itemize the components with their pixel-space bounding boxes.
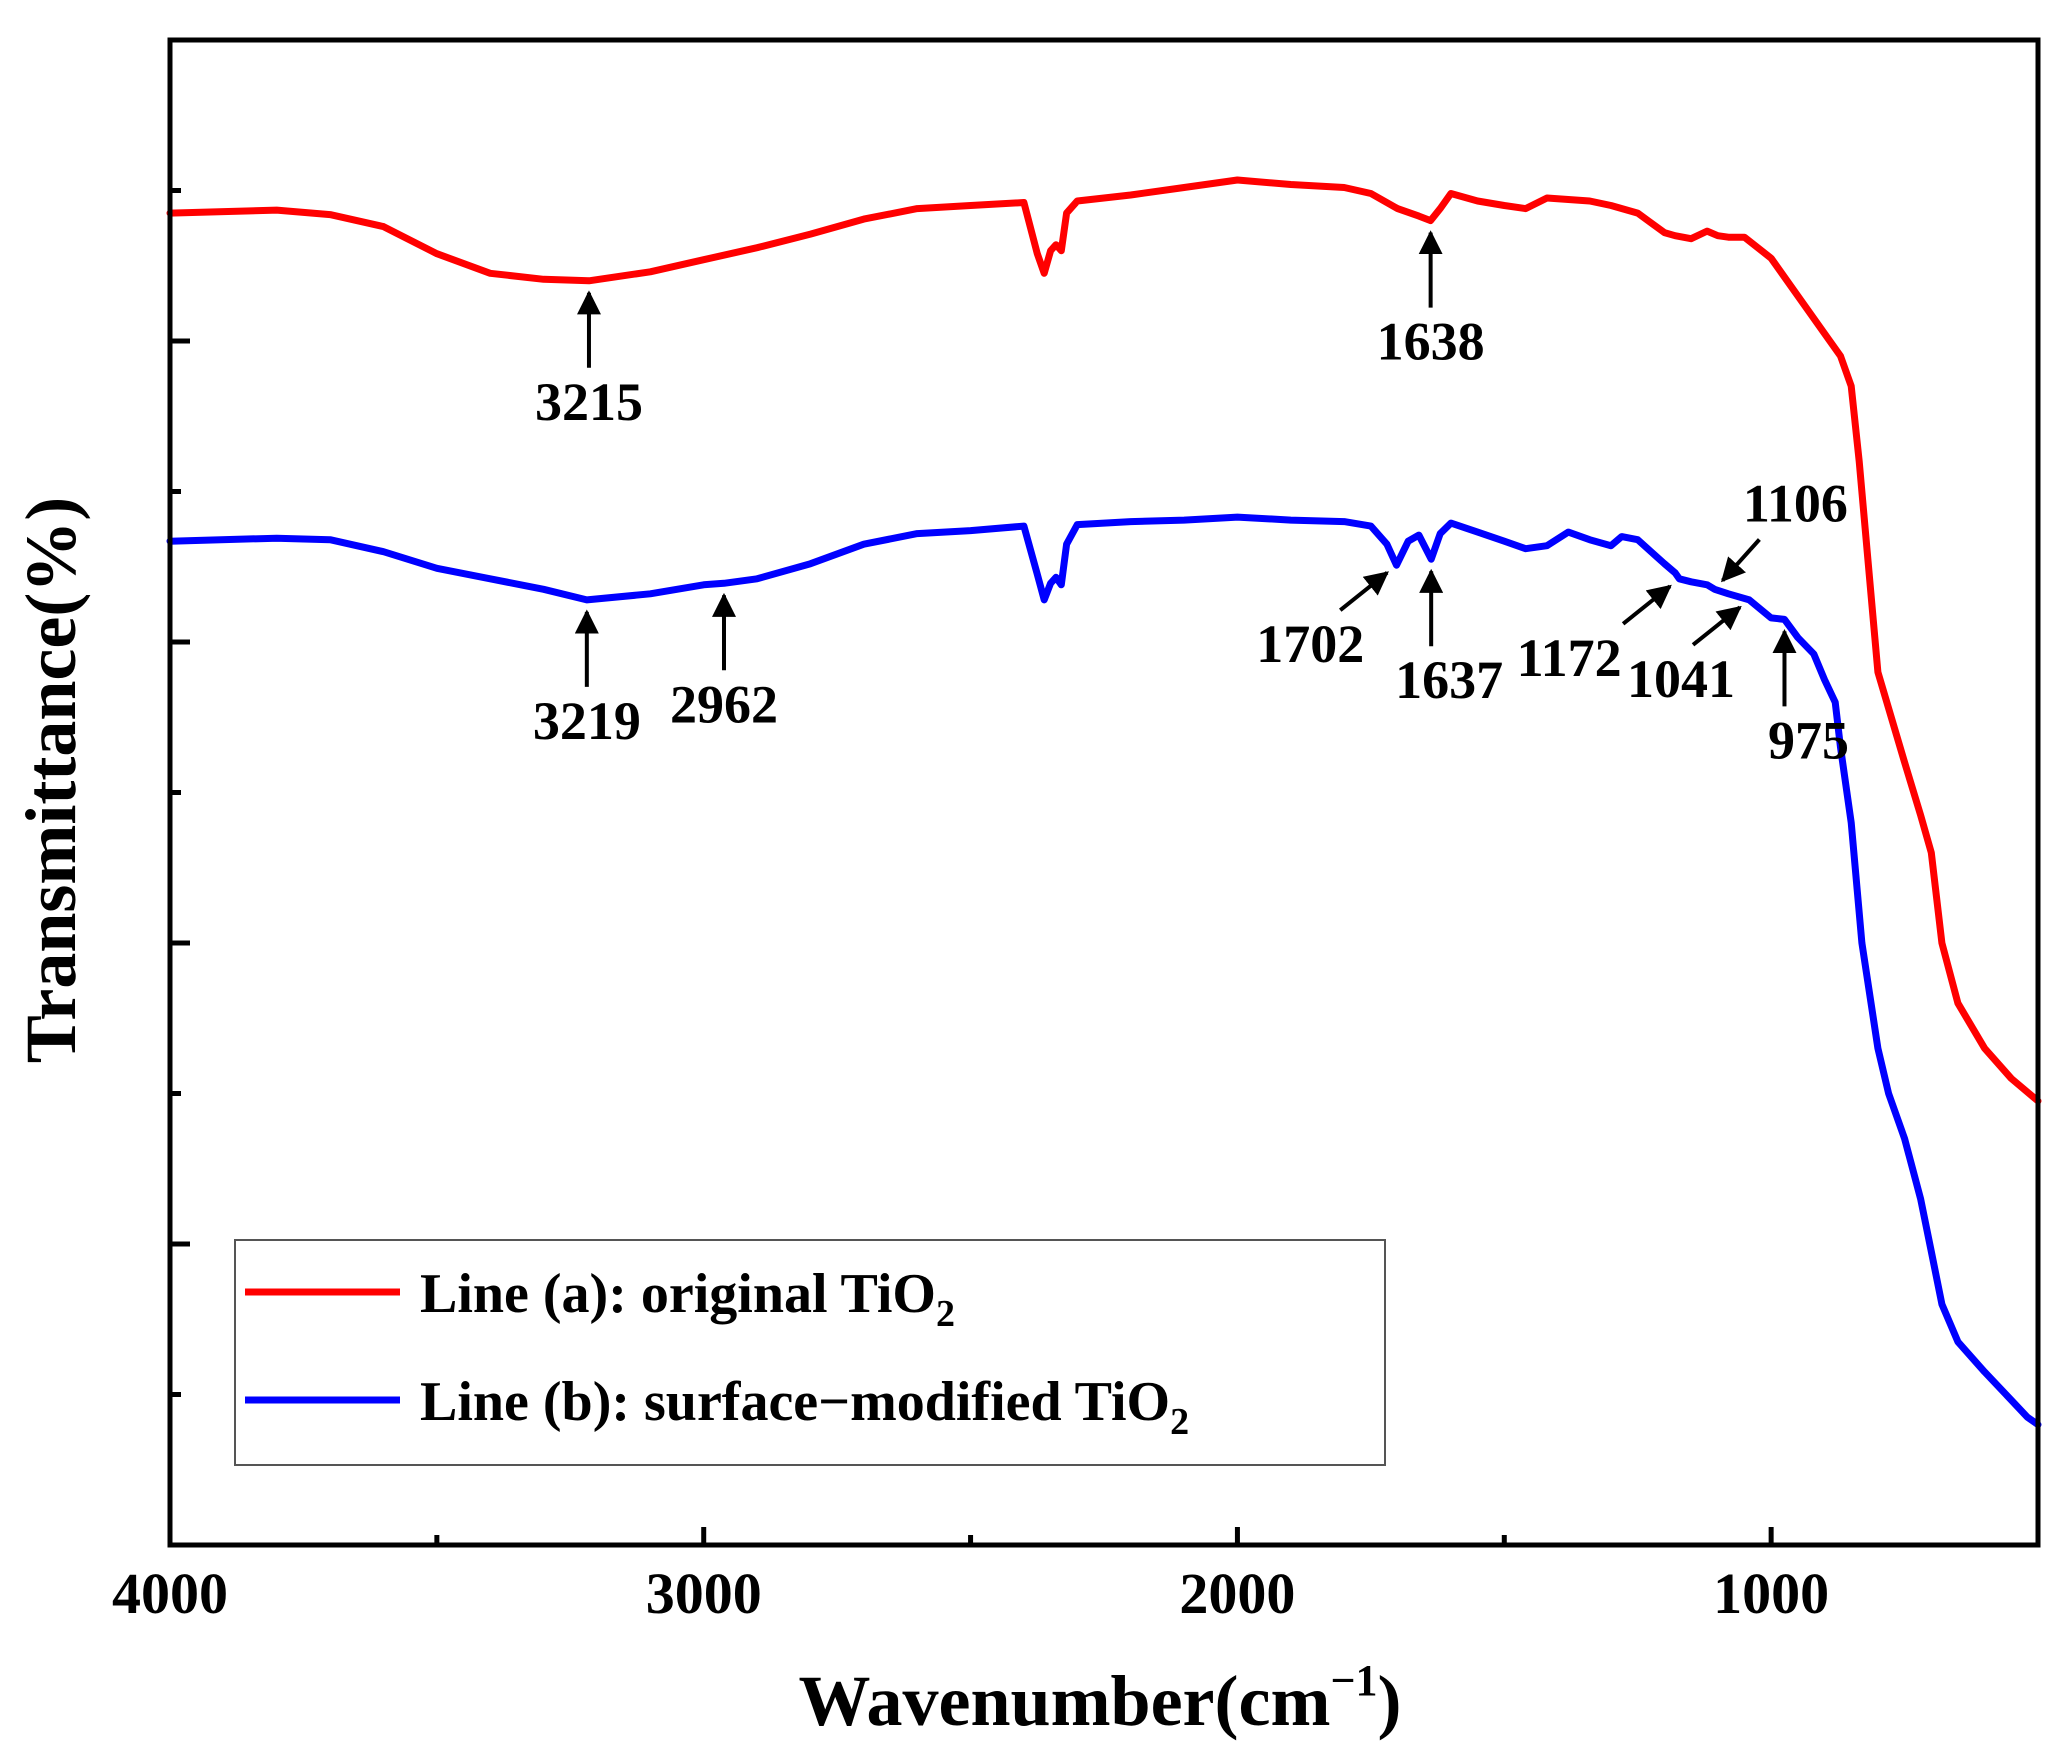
annotation-label-1637: 1637: [1395, 650, 1503, 710]
annotation-label-1638: 1638: [1377, 312, 1485, 372]
x-axis-label: Wavenumber(cm−1): [799, 1656, 1402, 1741]
annotation-arrow-1172: [1621, 584, 1672, 626]
annotation-label-3215: 3215: [535, 372, 643, 432]
annotation-label-1172: 1172: [1517, 628, 1622, 688]
annotation-label-2962: 2962: [670, 674, 778, 734]
annotation-label-1702: 1702: [1256, 614, 1364, 674]
annotation-label-975: 975: [1768, 710, 1849, 770]
annotation-arrow-1041: [1691, 605, 1742, 647]
x-tick-label: 3000: [646, 1561, 762, 1626]
annotation-layer: 3215 1638 3219 2962 1702 1637 1172 1106 1041 975: [533, 230, 1849, 770]
legend-label-original-subscript: 2: [936, 1293, 955, 1335]
x-tick-label: 4000: [112, 1561, 228, 1626]
legend-label-modified-text: Line (b): surface−modified TiO: [420, 1371, 1170, 1433]
annotation-label-3219: 3219: [533, 691, 641, 751]
legend-label-original: Line (a): original TiO2: [420, 1263, 955, 1335]
legend-label-modified-subscript: 2: [1170, 1401, 1189, 1443]
x-tick-label: 2000: [1179, 1561, 1295, 1626]
annotation-arrow-1702: [1339, 571, 1389, 612]
annotation-label-1041: 1041: [1627, 649, 1735, 709]
y-axis-label: Transmittance(%): [11, 497, 91, 1064]
legend-label-modified: Line (b): surface−modified TiO2: [420, 1371, 1189, 1443]
x-axis-label-main: Wavenumber(cm: [799, 1661, 1331, 1741]
series-line-modified: [166, 513, 2042, 1429]
series-line-original: [166, 176, 2042, 1105]
annotation-arrow-1106: [1720, 538, 1761, 583]
series-layer: [166, 176, 2042, 1429]
legend-box: [234, 1239, 1386, 1466]
x-axis-label-superscript: −1: [1330, 1656, 1377, 1705]
legend: Line (a): original TiO2 Line (b): surfac…: [234, 1239, 1386, 1466]
tick-layer: 4000 3000 2000 1000: [112, 37, 1829, 1626]
annotation-label-1106: 1106: [1743, 474, 1848, 534]
x-axis-label-close: ): [1378, 1661, 1402, 1741]
x-tick-label: 1000: [1713, 1561, 1829, 1626]
legend-label-original-text: Line (a): original TiO: [420, 1263, 936, 1325]
